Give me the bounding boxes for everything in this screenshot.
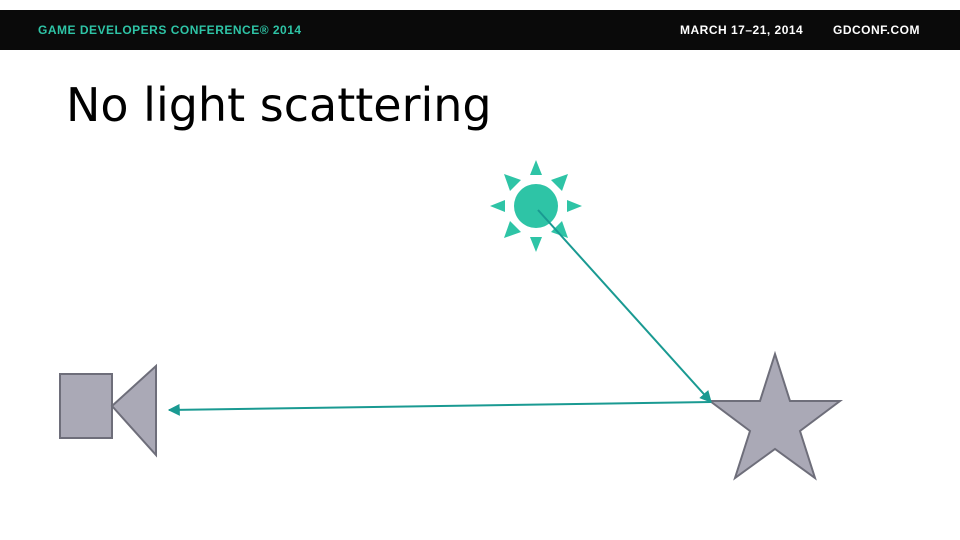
conference-name: GAME DEVELOPERS CONFERENCE® 2014 xyxy=(38,23,302,37)
slide-title: No light scattering xyxy=(66,78,492,132)
header-bar: GAME DEVELOPERS CONFERENCE® 2014 MARCH 1… xyxy=(0,10,960,50)
sun-icon xyxy=(490,160,582,252)
sun-to-star-ray xyxy=(537,209,712,403)
conference-dates: MARCH 17–21, 2014 xyxy=(680,23,804,37)
conference-website: GDCONF.COM xyxy=(833,23,920,37)
star-to-camera-ray xyxy=(167,401,712,416)
star-icon xyxy=(707,350,843,481)
camera-icon xyxy=(59,363,157,458)
